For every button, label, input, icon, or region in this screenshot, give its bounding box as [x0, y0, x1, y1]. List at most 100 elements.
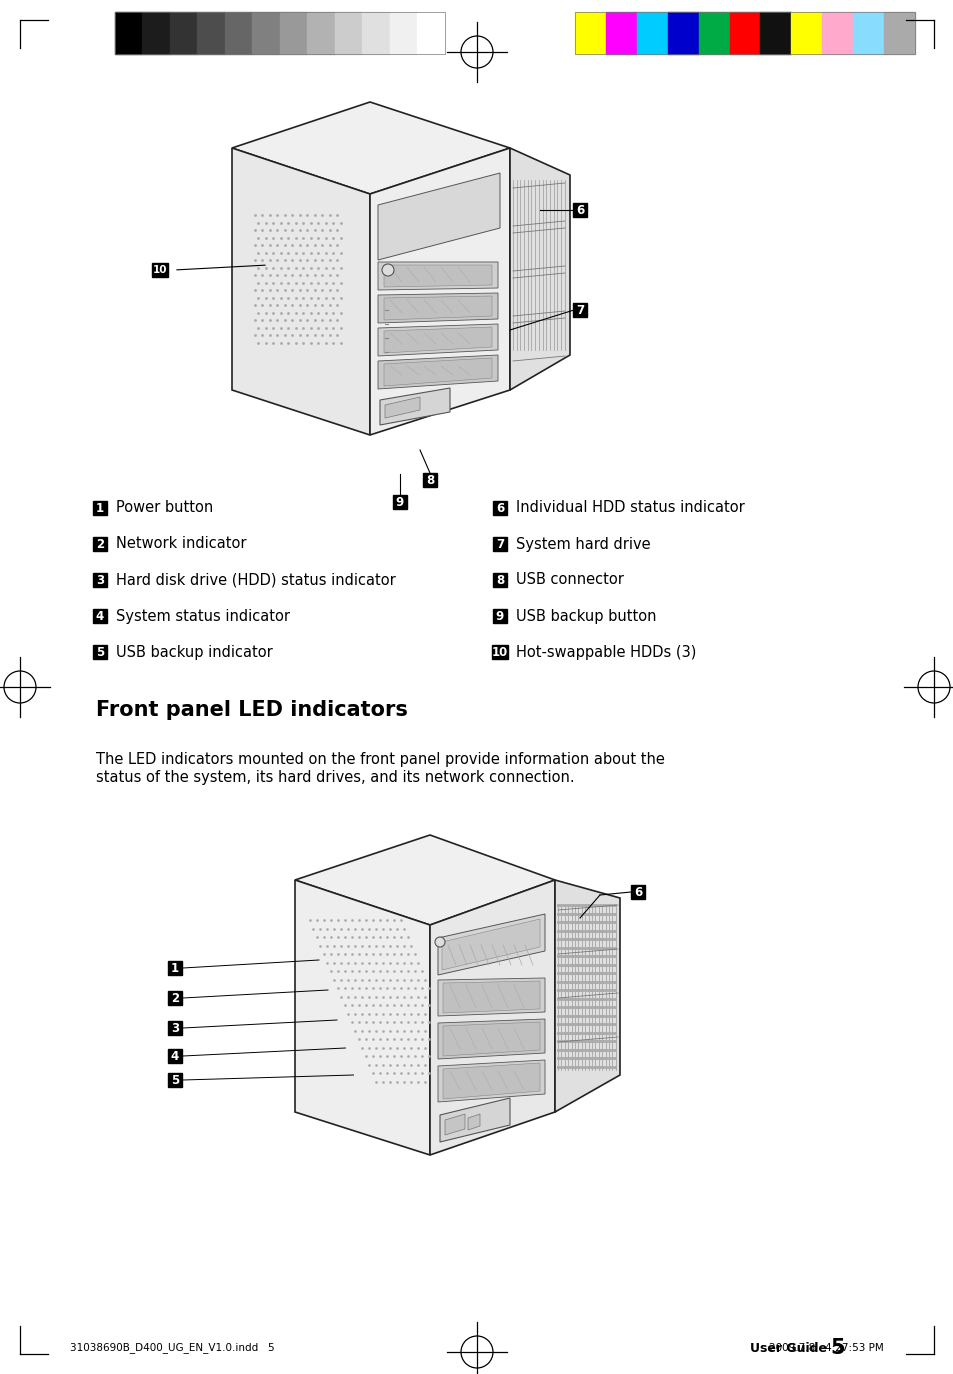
- Text: Hard disk drive (HDD) status indicator: Hard disk drive (HDD) status indicator: [116, 573, 395, 588]
- Polygon shape: [555, 879, 619, 1112]
- Polygon shape: [377, 262, 497, 290]
- Bar: [168, 1021, 182, 1035]
- Polygon shape: [441, 919, 539, 970]
- Polygon shape: [232, 148, 370, 436]
- Text: USB connector: USB connector: [516, 573, 623, 588]
- Bar: [393, 495, 407, 508]
- Bar: [225, 12, 253, 54]
- Bar: [493, 609, 506, 622]
- Polygon shape: [379, 387, 450, 425]
- Bar: [92, 502, 107, 515]
- Polygon shape: [384, 327, 492, 353]
- Text: 4: 4: [171, 1050, 179, 1062]
- Polygon shape: [370, 148, 510, 436]
- Bar: [307, 12, 335, 54]
- Polygon shape: [510, 148, 569, 390]
- Bar: [573, 304, 586, 317]
- Bar: [362, 12, 390, 54]
- Text: 31038690B_D400_UG_EN_V1.0.indd   5: 31038690B_D400_UG_EN_V1.0.indd 5: [70, 1342, 274, 1353]
- Bar: [883, 12, 914, 54]
- Bar: [115, 12, 444, 54]
- Polygon shape: [437, 914, 544, 976]
- Polygon shape: [377, 354, 497, 389]
- Text: 6: 6: [576, 203, 583, 217]
- Text: 8: 8: [425, 474, 434, 486]
- Polygon shape: [442, 1063, 539, 1099]
- Text: 7: 7: [496, 537, 503, 551]
- Polygon shape: [384, 265, 492, 287]
- Text: 4: 4: [95, 610, 104, 622]
- Bar: [168, 991, 182, 1004]
- Bar: [170, 12, 197, 54]
- Text: Network indicator: Network indicator: [116, 536, 246, 551]
- Text: USB backup button: USB backup button: [516, 609, 656, 624]
- Text: System status indicator: System status indicator: [116, 609, 290, 624]
- Polygon shape: [384, 359, 492, 386]
- Bar: [197, 12, 225, 54]
- Bar: [667, 12, 698, 54]
- Bar: [422, 473, 436, 486]
- Text: 10: 10: [492, 646, 508, 658]
- Bar: [92, 573, 107, 587]
- Text: 2: 2: [171, 992, 179, 1004]
- Polygon shape: [437, 978, 544, 1015]
- Circle shape: [381, 264, 394, 276]
- Text: Front panel LED indicators: Front panel LED indicators: [96, 699, 408, 720]
- Text: The LED indicators mounted on the front panel provide information about the: The LED indicators mounted on the front …: [96, 752, 664, 767]
- Polygon shape: [384, 295, 492, 320]
- Text: 5: 5: [95, 646, 104, 658]
- Bar: [493, 573, 506, 587]
- Text: 6: 6: [633, 885, 641, 899]
- Bar: [630, 885, 644, 899]
- Bar: [605, 12, 637, 54]
- Bar: [142, 12, 170, 54]
- Text: 3: 3: [96, 573, 104, 587]
- Bar: [168, 960, 182, 976]
- Bar: [575, 12, 605, 54]
- Text: 7: 7: [576, 304, 583, 316]
- Text: 1: 1: [96, 502, 104, 514]
- Polygon shape: [468, 1114, 479, 1129]
- Bar: [417, 12, 444, 54]
- Polygon shape: [232, 102, 510, 194]
- Bar: [573, 203, 586, 217]
- Bar: [493, 502, 506, 515]
- Polygon shape: [437, 1020, 544, 1059]
- Text: 3: 3: [171, 1021, 179, 1035]
- Bar: [852, 12, 883, 54]
- Bar: [493, 537, 506, 551]
- Polygon shape: [442, 1022, 539, 1057]
- Bar: [729, 12, 760, 54]
- Polygon shape: [444, 1114, 464, 1135]
- Bar: [335, 12, 362, 54]
- Bar: [168, 1048, 182, 1063]
- Bar: [280, 12, 307, 54]
- Text: 5: 5: [171, 1073, 179, 1087]
- Polygon shape: [377, 293, 497, 323]
- Bar: [637, 12, 667, 54]
- Bar: [115, 12, 142, 54]
- Polygon shape: [430, 879, 555, 1156]
- Text: 1: 1: [171, 962, 179, 974]
- Text: USB backup indicator: USB backup indicator: [116, 644, 273, 660]
- Polygon shape: [437, 1059, 544, 1102]
- Polygon shape: [377, 173, 499, 260]
- Bar: [92, 644, 107, 660]
- Bar: [760, 12, 791, 54]
- Text: Individual HDD status indicator: Individual HDD status indicator: [516, 500, 744, 515]
- Bar: [92, 609, 107, 622]
- Bar: [390, 12, 417, 54]
- Text: 9: 9: [395, 496, 404, 508]
- Circle shape: [435, 937, 444, 947]
- Text: status of the system, its hard drives, and its network connection.: status of the system, its hard drives, a…: [96, 769, 574, 785]
- Bar: [791, 12, 821, 54]
- Text: System hard drive: System hard drive: [516, 536, 650, 551]
- Bar: [821, 12, 852, 54]
- Text: Hot-swappable HDDs (3): Hot-swappable HDDs (3): [516, 644, 696, 660]
- Text: 9: 9: [496, 610, 503, 622]
- Bar: [575, 12, 914, 54]
- Text: 10: 10: [152, 265, 167, 275]
- Bar: [492, 644, 507, 660]
- Polygon shape: [439, 1098, 510, 1142]
- Text: 8: 8: [496, 573, 503, 587]
